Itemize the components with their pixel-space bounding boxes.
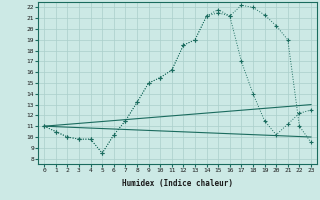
- X-axis label: Humidex (Indice chaleur): Humidex (Indice chaleur): [122, 179, 233, 188]
